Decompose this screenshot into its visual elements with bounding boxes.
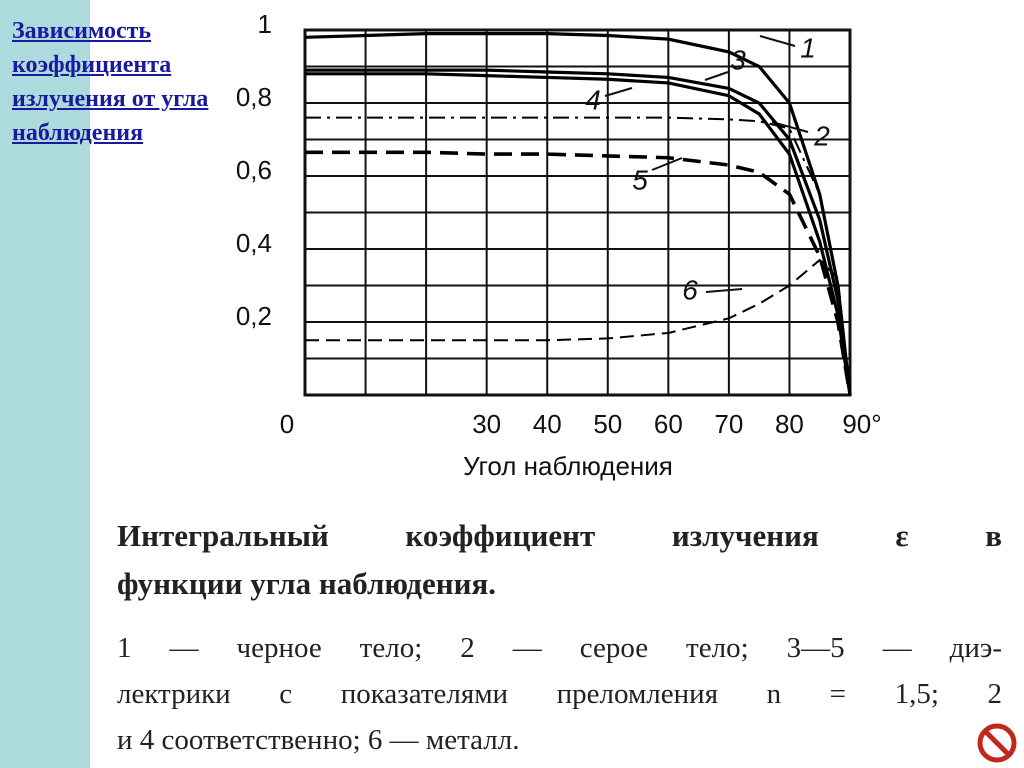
series-line bbox=[305, 72, 852, 396]
x-tick-label: 0 bbox=[280, 409, 294, 439]
x-tick-label: 30 bbox=[472, 409, 501, 439]
caption-line: лектрики с показателями преломления n = … bbox=[117, 678, 1002, 710]
series-label: 1 bbox=[800, 32, 816, 63]
stop-icon[interactable] bbox=[976, 722, 1018, 764]
heading: Зависимость коэффициента излучения от уг… bbox=[12, 18, 209, 146]
caption-line: 1 — черное тело; 2 — серое тело; 3—5 — д… bbox=[117, 632, 1002, 664]
y-tick-label: 1 bbox=[258, 9, 272, 39]
y-tick-label: 0,6 bbox=[236, 155, 272, 185]
plot-frame bbox=[303, 28, 852, 397]
y-tick-label: 0,4 bbox=[236, 228, 272, 258]
side-strip bbox=[0, 0, 90, 768]
x-tick-label: 50 bbox=[593, 409, 622, 439]
leader-line bbox=[704, 71, 729, 81]
caption-line: и 4 соответственно; 6 — металл. bbox=[117, 724, 520, 756]
y-tick-label: 0,2 bbox=[236, 301, 272, 331]
series-line bbox=[305, 150, 852, 396]
y-tick-label: 0,8 bbox=[236, 82, 272, 112]
x-tick-label: 90° bbox=[842, 409, 881, 439]
caption-line: Интегральный коэффициент излучения ε в bbox=[117, 518, 1002, 553]
series-label: 5 bbox=[632, 164, 648, 195]
series-line bbox=[305, 68, 852, 396]
series-label: 6 bbox=[682, 274, 698, 305]
series-line bbox=[305, 258, 851, 396]
x-tick-label: 80 bbox=[775, 409, 804, 439]
series-label: 4 bbox=[585, 84, 601, 115]
x-axis-label: Угол наблюдения bbox=[463, 451, 673, 481]
series-label: 2 bbox=[813, 120, 830, 151]
series-line bbox=[304, 32, 852, 396]
leader-line bbox=[705, 288, 743, 293]
x-tick-label: 40 bbox=[533, 409, 562, 439]
series-label: 3 bbox=[730, 44, 746, 75]
series-line bbox=[305, 116, 851, 396]
caption-line: функции угла наблюдения. bbox=[117, 566, 496, 601]
x-tick-label: 60 bbox=[654, 409, 683, 439]
leader-line bbox=[604, 87, 633, 97]
leader-line bbox=[759, 35, 796, 47]
leader-line bbox=[651, 157, 683, 171]
chart: 0,2 0,4 0,6 0,8 1 0 30 40 50 60 70 80 90° Угол наблюд… bbox=[236, 9, 882, 481]
x-tick-label: 70 bbox=[714, 409, 743, 439]
